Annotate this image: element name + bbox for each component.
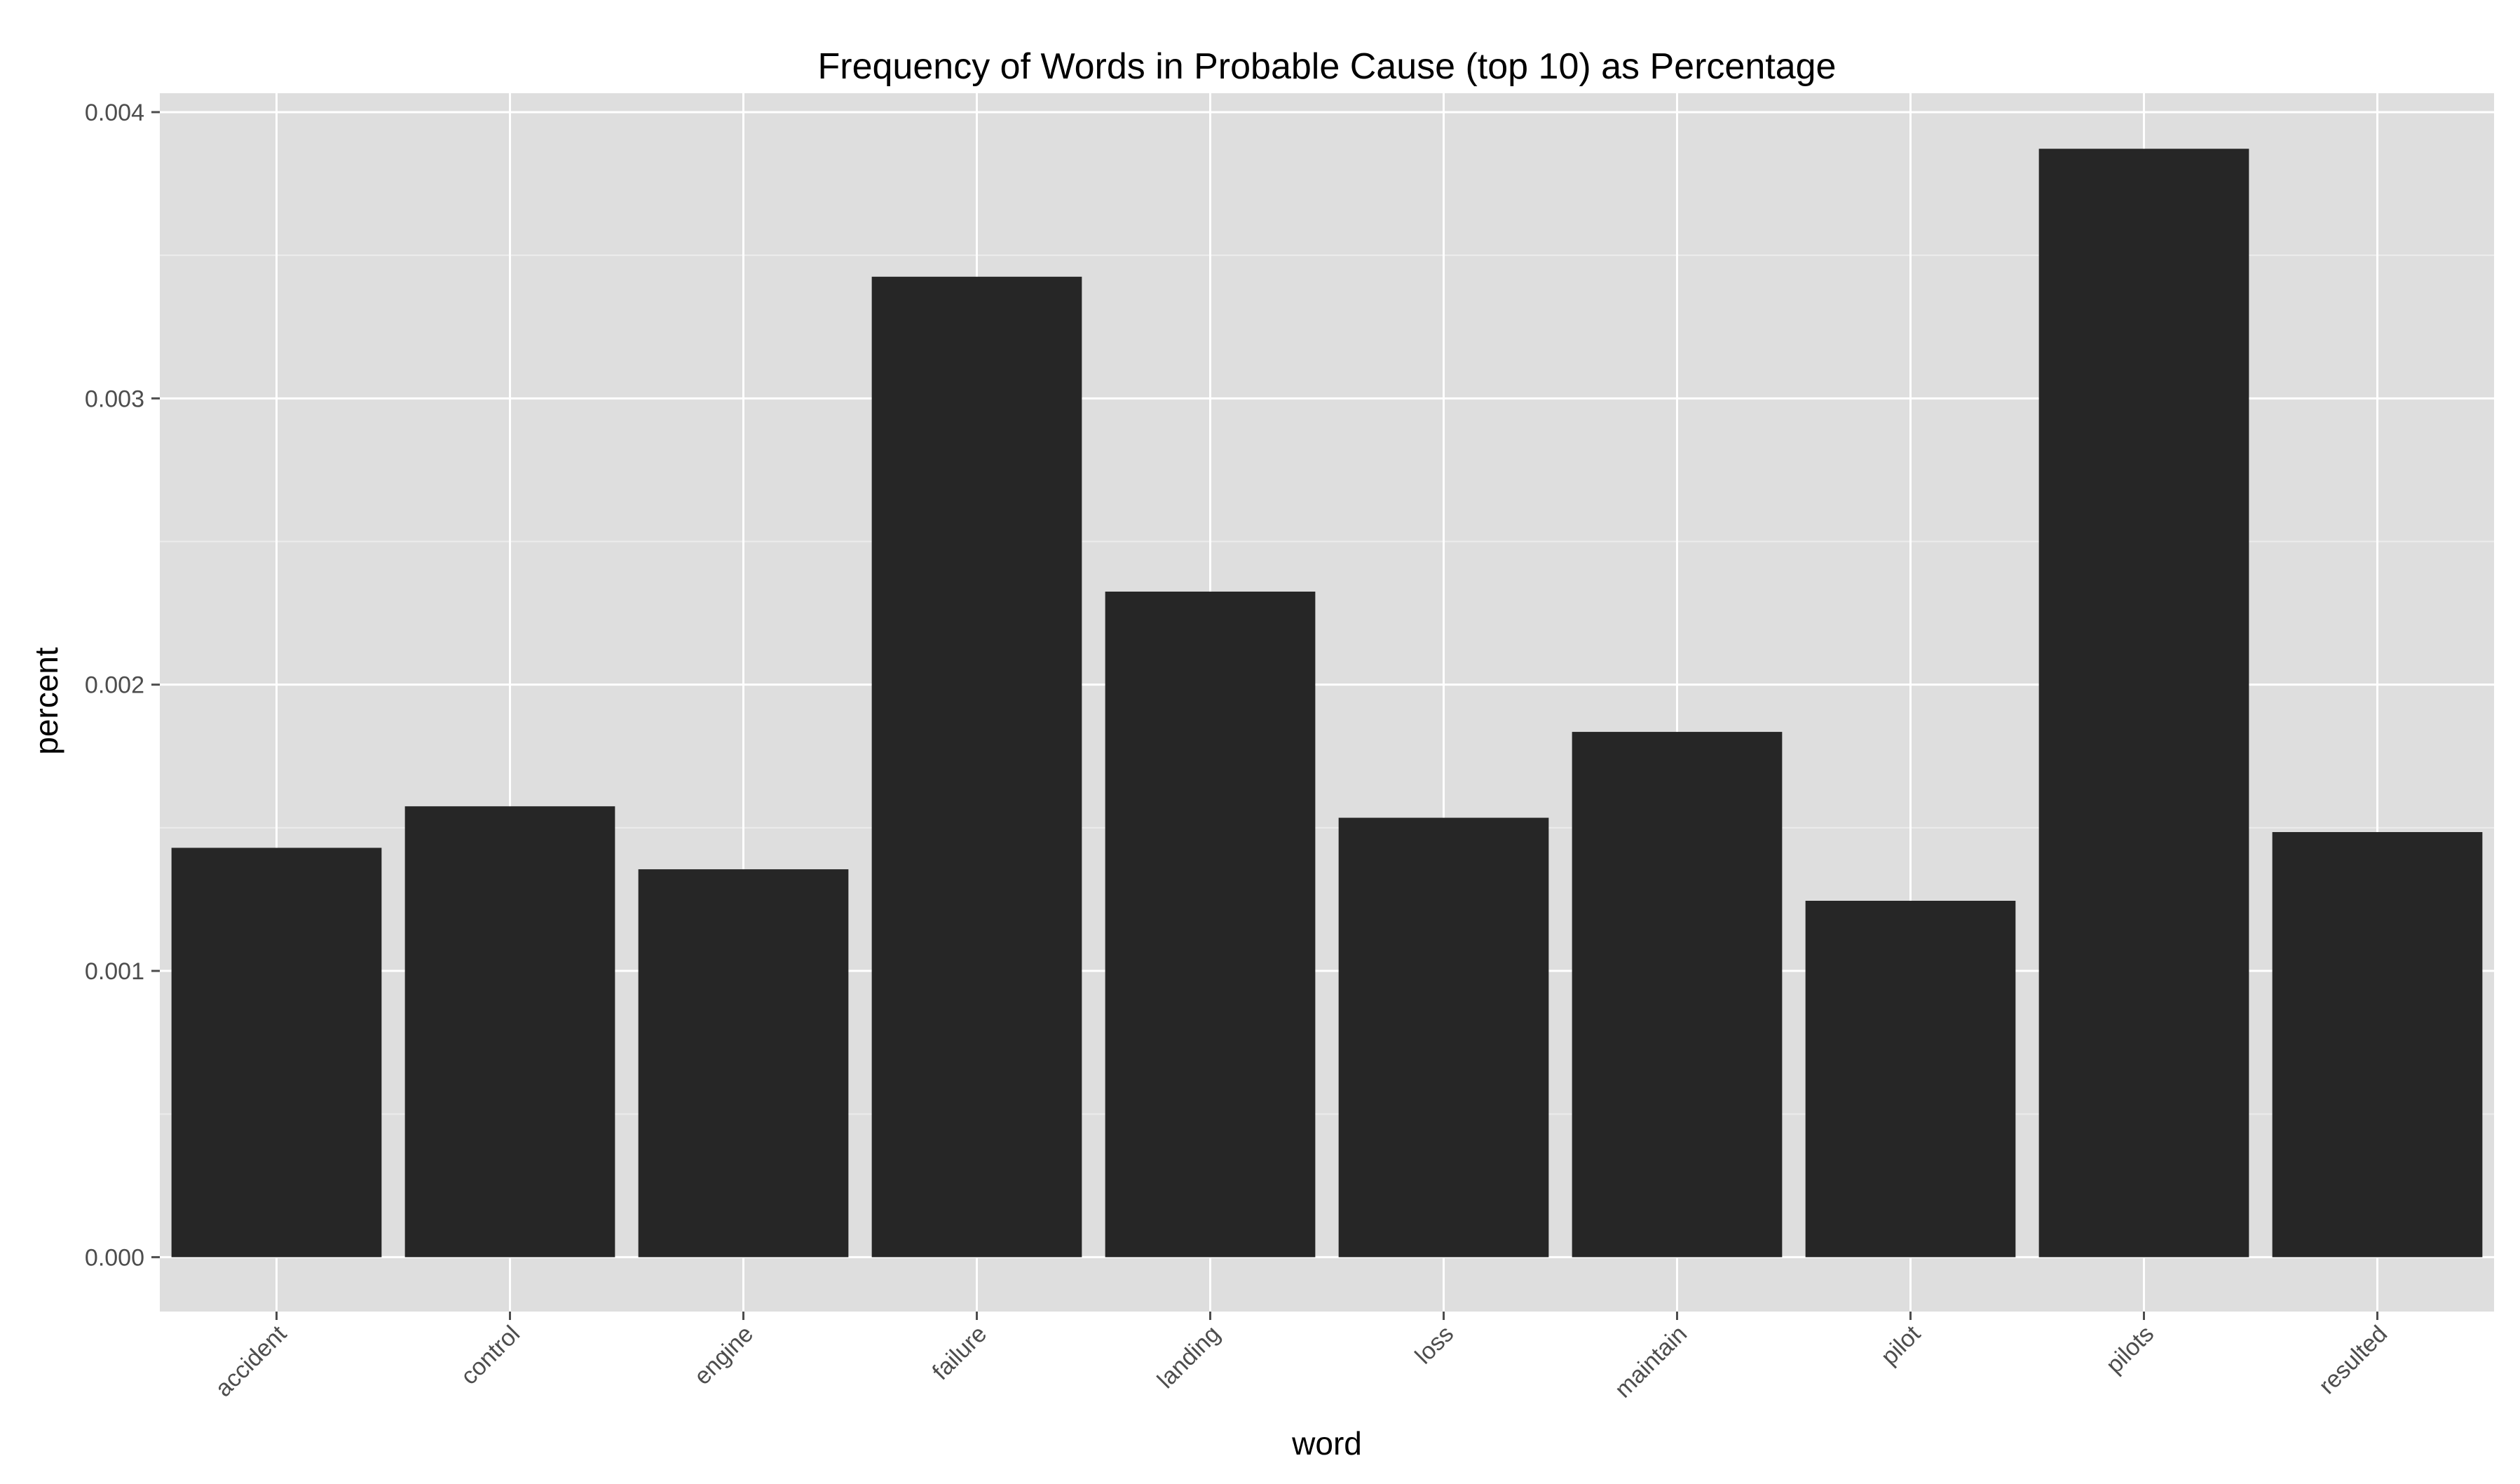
bar-pilots xyxy=(2038,149,2249,1258)
x-axis-ticks: accident control engine failure landing loss m… xyxy=(210,1312,2392,1403)
bar-maintain xyxy=(1572,732,1783,1258)
x-tick-label: pilot xyxy=(1876,1320,1926,1370)
x-tick-label: landing xyxy=(1152,1321,1225,1394)
y-tick-label: 0.003 xyxy=(85,386,144,412)
bar-failure xyxy=(871,276,1082,1258)
chart-title: Frequency of Words in Probable Cause (to… xyxy=(818,46,1837,87)
x-tick-label: engine xyxy=(689,1321,758,1390)
y-tick-label: 0.000 xyxy=(85,1244,144,1271)
y-tick-label: 0.004 xyxy=(85,100,144,126)
x-tick-label: maintain xyxy=(1609,1321,1692,1403)
bar-resulted xyxy=(2272,831,2483,1258)
x-tick-label: loss xyxy=(1410,1321,1459,1370)
y-tick-label: 0.002 xyxy=(85,672,144,699)
x-tick-label: failure xyxy=(927,1321,992,1385)
bar-control xyxy=(404,806,615,1258)
bar-landing xyxy=(1105,591,1316,1258)
x-axis-title: word xyxy=(1291,1425,1362,1462)
y-axis-ticks: 0.000 0.001 0.002 0.003 0.004 xyxy=(85,100,160,1271)
y-axis-title: percent xyxy=(28,647,64,755)
x-tick-label: control xyxy=(456,1321,525,1390)
bar-loss xyxy=(1338,817,1549,1258)
bar-accident xyxy=(171,847,382,1258)
x-tick-label: pilots xyxy=(2101,1321,2159,1379)
bars xyxy=(171,149,2483,1258)
y-tick-label: 0.001 xyxy=(85,958,144,985)
bar-pilot xyxy=(1805,900,2016,1258)
x-tick-label: resulted xyxy=(2314,1321,2392,1399)
bar-engine xyxy=(638,869,849,1258)
x-tick-label: accident xyxy=(210,1320,292,1402)
